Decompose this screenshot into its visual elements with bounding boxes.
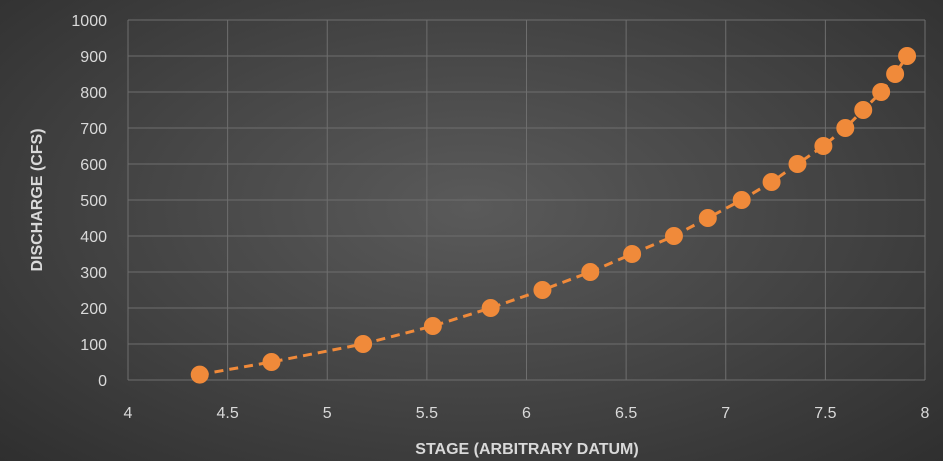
data-point <box>788 155 807 173</box>
y-tick-label: 800 <box>80 85 107 102</box>
y-tick-label: 600 <box>80 157 107 174</box>
y-tick-label: 700 <box>80 121 107 138</box>
data-point <box>354 335 373 353</box>
data-point <box>886 65 905 83</box>
y-axis-title: DISCHARGE (CFS) <box>29 128 46 271</box>
x-tick-label: 7.5 <box>814 405 836 422</box>
data-point <box>262 353 281 371</box>
x-tick-label: 4 <box>124 405 133 422</box>
x-tick-label: 5.5 <box>416 405 438 422</box>
data-point <box>872 83 891 101</box>
data-point <box>854 101 873 119</box>
data-point <box>623 245 642 263</box>
series-line <box>199 55 909 377</box>
data-point <box>762 173 781 191</box>
x-tick-label: 7 <box>721 405 730 422</box>
y-tick-label: 500 <box>80 193 107 210</box>
x-axis-ticks: 4 4.5 5 5.5 6 6.5 7 7.5 8 <box>124 405 930 422</box>
y-tick-label: 0 <box>98 373 107 390</box>
data-point <box>836 119 855 137</box>
y-tick-label: 300 <box>80 265 107 282</box>
y-tick-label: 900 <box>80 49 107 66</box>
data-point <box>664 227 683 245</box>
data-point <box>581 263 600 281</box>
data-point <box>898 47 917 65</box>
grid <box>127 19 926 381</box>
x-tick-label: 5 <box>323 405 332 422</box>
data-point <box>533 281 552 299</box>
x-tick-label: 8 <box>921 405 930 422</box>
data-point <box>732 191 751 209</box>
data-point <box>814 137 833 155</box>
data-point <box>698 209 717 227</box>
y-tick-label: 100 <box>80 337 107 354</box>
data-point <box>423 317 442 335</box>
data-point <box>481 299 500 317</box>
x-tick-label: 6.5 <box>615 405 637 422</box>
data-point <box>190 365 209 384</box>
y-tick-label: 1000 <box>71 13 107 30</box>
x-axis-title: STAGE (ARBITRARY DATUM) <box>415 441 638 458</box>
data-points <box>190 47 917 384</box>
y-tick-label: 200 <box>80 301 107 318</box>
y-tick-label: 400 <box>80 229 107 246</box>
x-tick-label: 4.5 <box>217 405 239 422</box>
y-axis-ticks: 0 100 200 300 400 500 600 700 800 900 1000 <box>71 13 107 390</box>
x-tick-label: 6 <box>522 405 531 422</box>
